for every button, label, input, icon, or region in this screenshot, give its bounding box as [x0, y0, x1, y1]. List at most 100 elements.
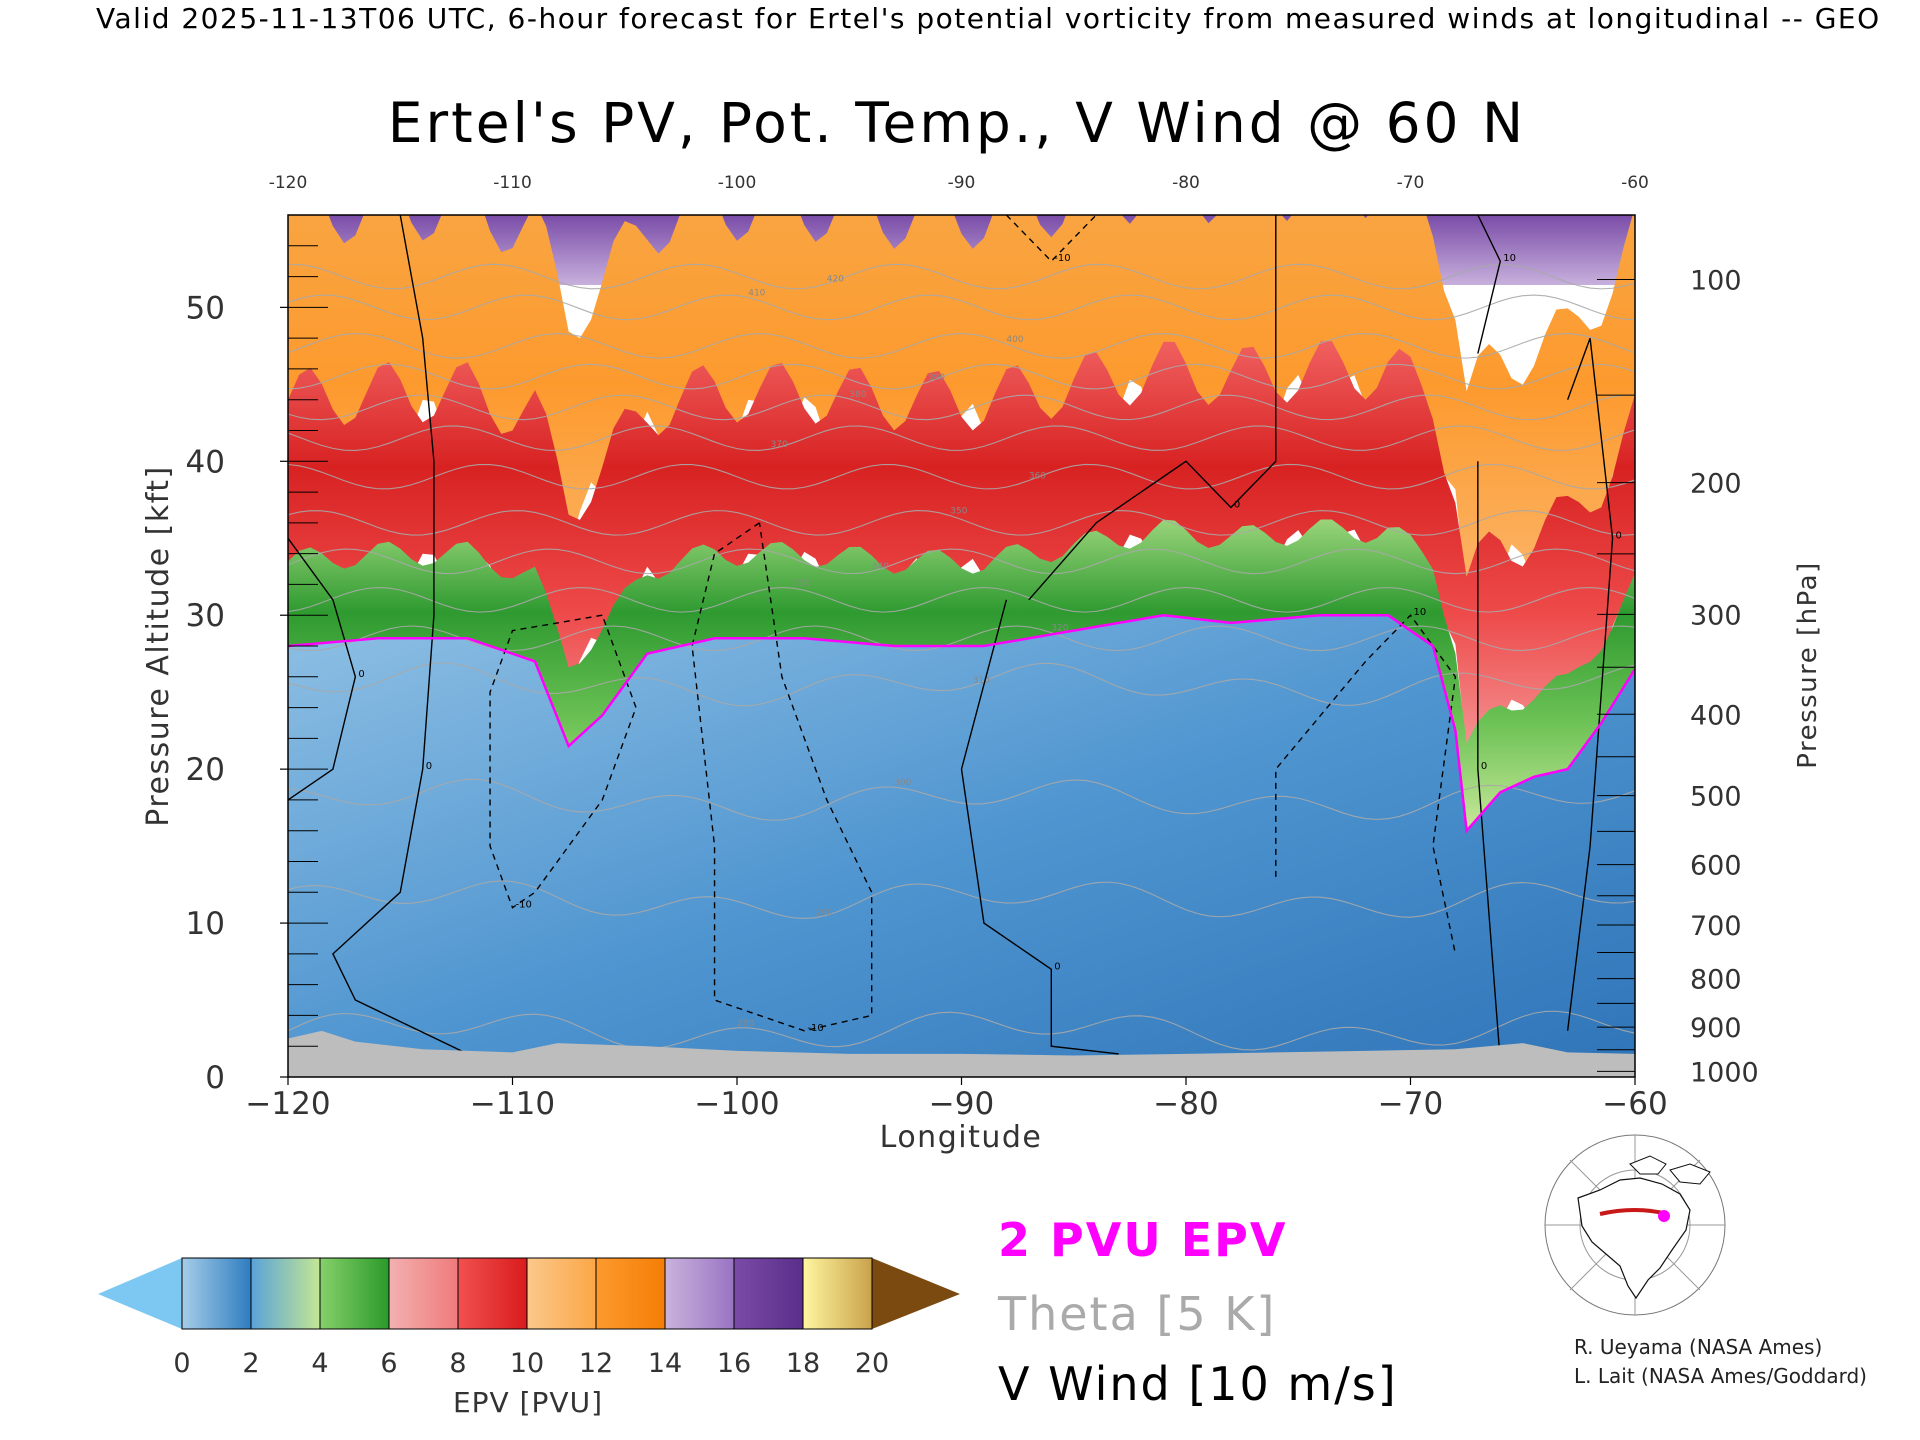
right-pressure-ticks [1597, 279, 1635, 1072]
theta-contour [288, 263, 1635, 290]
colorbar-bin [665, 1258, 734, 1329]
theta-contour [288, 548, 1635, 575]
theta-contour [288, 332, 1635, 359]
vwind-contours: 0 0 -10 -10 0 0 10 10 0 0 -10 [288, 215, 1622, 1062]
epv-0-2-band [288, 615, 1635, 1077]
colorbar-tick-label: 20 [855, 1348, 889, 1379]
colorbar-tick-label: 4 [311, 1348, 328, 1379]
colorbar-bin [734, 1258, 803, 1329]
colorbar-tick-label: 8 [449, 1348, 466, 1379]
pressure-axis-ticks: 100 200 300 400 500 600 700 800 900 1000 [1690, 266, 1759, 1089]
y-axis-ticks: 0 10 20 30 40 50 [186, 290, 288, 1096]
theta-contour-label: 400 [1006, 335, 1023, 345]
colorbar-frame [181, 1257, 873, 1330]
theta-contour-label: 370 [771, 440, 788, 450]
vwind-contour [1566, 337, 1614, 1031]
vwind-contour [1275, 614, 1457, 954]
y-axis-right-label: Pressure [hPa] [1793, 561, 1823, 769]
theta-contour-label: 360 [1029, 472, 1046, 482]
colorbar-bin [182, 1258, 251, 1329]
vwind-contour-label: 10 [1414, 607, 1427, 618]
epv-10-14-band [288, 215, 1635, 620]
colorbar-bin [803, 1258, 872, 1329]
y-tick-label: 20 [186, 752, 225, 788]
x-top-tick-label: -80 [1172, 173, 1200, 193]
colorbar-under-arrow-low [98, 1294, 182, 1329]
theta-contour-label: 350 [950, 507, 967, 517]
credit-line-1: R. Ueyama (NASA Ames) [1574, 1335, 1822, 1359]
colorbar-bin [389, 1258, 458, 1329]
theta-contour [288, 363, 1635, 390]
x-axis-label: Longitude [880, 1120, 1043, 1155]
pressure-tick-label: 1000 [1690, 1057, 1759, 1088]
theta-contour-label: 340 [872, 562, 889, 572]
y-tick-label: 0 [205, 1060, 225, 1096]
colorbar-bin [251, 1258, 320, 1329]
colorbar-tick-label: 2 [242, 1348, 259, 1379]
chart-title: Ertel's PV, Pot. Temp., V Wind @ 60 N [388, 91, 1526, 155]
theta-contour-label: 410 [748, 289, 765, 299]
pressure-tick-label: 200 [1690, 469, 1742, 500]
y-tick-label: 50 [186, 290, 225, 326]
theta-contour-label: 420 [827, 275, 844, 285]
colorbar-tick-label: 12 [579, 1348, 613, 1379]
pressure-tick-label: 400 [1690, 700, 1742, 731]
colorbar-tick-label: 10 [510, 1348, 544, 1379]
vwind-contour-label: -10 [1054, 253, 1070, 264]
theta-contour-label: 380 [849, 390, 866, 400]
x-tick-label: −90 [929, 1086, 994, 1122]
vwind-contour-label: 0 [426, 761, 432, 772]
theta-contour-label: 300 [894, 778, 911, 788]
pressure-tick-label: 800 [1690, 965, 1742, 996]
vwind-contour-label: 0 [1616, 530, 1622, 541]
x-tick-label: −120 [245, 1086, 330, 1122]
colorbar-label: EPV [PVU] [453, 1386, 603, 1419]
theta-contour-label: 390 [928, 373, 945, 383]
colorbar-bin [458, 1258, 527, 1329]
vwind-contour-label: 0 [358, 669, 364, 680]
y-tick-label: 10 [186, 906, 225, 942]
x-tick-label: −110 [470, 1086, 555, 1122]
theta-contour [288, 586, 1635, 613]
vwind-contour-label: 10 [1503, 253, 1516, 264]
theta-contour-label: 330 [793, 579, 810, 589]
vwind-contour [288, 537, 357, 801]
theta-contours: 280 290 300 310 320 330 340 350 360 370 380 390 400 4… [288, 263, 1635, 1051]
left-minor-ticks [288, 245, 328, 1047]
vwind-contour-label: -10 [807, 1023, 823, 1034]
colorbar-bin [320, 1258, 389, 1329]
locator-map [1544, 1134, 1726, 1316]
terrain-mask [288, 1030, 1635, 1077]
theta-contour-label: 290 [816, 909, 833, 919]
vwind-contour-label: 0 [1481, 761, 1487, 772]
colorbar-tick-label: 0 [173, 1348, 190, 1379]
epv-6-10-band [288, 341, 1635, 760]
theta-contour [288, 662, 1635, 707]
vwind-contour [960, 599, 1119, 1055]
vwind-contour [1477, 461, 1501, 1062]
vwind-contour [332, 215, 468, 1055]
vwind-contour-label: -10 [516, 900, 532, 911]
theta-contour [288, 463, 1635, 490]
theta-contour [288, 880, 1635, 920]
y-tick-label: 30 [186, 598, 225, 634]
legend-2pvu: 2 PVU EPV [998, 1213, 1287, 1267]
x-top-tick-label: -110 [493, 173, 532, 193]
theta-contour [288, 394, 1635, 421]
theta-contour-label: 310 [973, 676, 990, 686]
x-tick-label: −100 [694, 1086, 779, 1122]
legend-theta: Theta [5 K] [997, 1287, 1276, 1341]
pressure-tick-label: 600 [1690, 851, 1742, 882]
x-top-tick-label: -120 [269, 173, 308, 193]
x-tick-label: −70 [1378, 1086, 1443, 1122]
vwind-contour [691, 522, 873, 1032]
vwind-contour-label: 0 [1234, 499, 1240, 510]
x-top-tick-label: -100 [718, 173, 757, 193]
y-axis-label: Pressure Altitude [kft] [141, 465, 176, 826]
vwind-contour-label: 0 [1054, 961, 1060, 972]
colorbar-tick-label: 16 [717, 1348, 751, 1379]
pressure-tick-label: 700 [1690, 911, 1742, 942]
plot-area: 280 290 300 310 320 330 340 350 360 370 380 390 400 4… [288, 215, 1635, 1077]
x-axis-top-ticks: -120 -110 -100 -90 -80 -70 -60 [269, 173, 1649, 193]
x-top-tick-label: -60 [1621, 173, 1649, 193]
